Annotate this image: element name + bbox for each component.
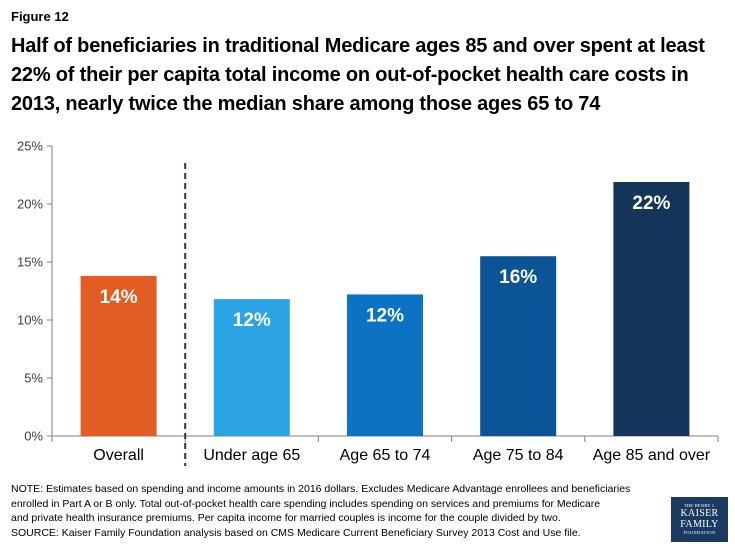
y-tick-label: 5%: [24, 371, 43, 386]
kff-logo: THE HENRY J. KAISER FAMILY FOUNDATION: [671, 497, 728, 542]
bar-chart: 0% 5% 10% 15% 20% 25% 14% Overall 12% Under age 6…: [17, 139, 719, 466]
bar: [347, 294, 423, 436]
data-label: 12%: [366, 305, 404, 326]
category-label: Age 65 to 74: [340, 447, 431, 464]
source-line: SOURCE: Kaiser Family Foundation analysi…: [11, 526, 581, 539]
chart-note: NOTE: Estimates based on spending and in…: [11, 482, 651, 540]
note-line: enrolled in Part A or B only. Total out-…: [11, 497, 601, 510]
figure-label: Figure 12: [11, 9, 69, 24]
category-label: Age 75 to 84: [473, 447, 564, 464]
bar: [213, 299, 290, 436]
data-label: 14%: [100, 287, 138, 308]
bar: [80, 275, 157, 436]
logo-line: FOUNDATION: [683, 530, 716, 535]
y-tick-label: 10%: [17, 313, 43, 328]
y-tick-label: 0%: [24, 429, 43, 444]
data-label: 16%: [499, 267, 537, 288]
logo-line: THE HENRY J.: [683, 502, 716, 508]
note-line: NOTE: Estimates based on spending and in…: [11, 483, 631, 495]
data-label: 22%: [632, 193, 670, 214]
bar: [480, 256, 557, 436]
logo-line: FAMILY: [680, 519, 719, 530]
logo-line: KAISER: [680, 508, 719, 519]
data-label: 12%: [233, 310, 271, 331]
y-tick-label: 25%: [17, 139, 43, 154]
category-label: Under age 65: [203, 447, 300, 464]
chart-title: Half of beneficiaries in traditional Med…: [11, 35, 705, 115]
y-tick-label: 15%: [17, 255, 43, 270]
note-line: and private health insurance premiums. P…: [11, 512, 561, 524]
bar: [613, 181, 690, 436]
y-tick-label: 20%: [17, 197, 43, 212]
category-label: Age 85 and over: [593, 447, 711, 464]
category-label: Overall: [93, 447, 144, 464]
